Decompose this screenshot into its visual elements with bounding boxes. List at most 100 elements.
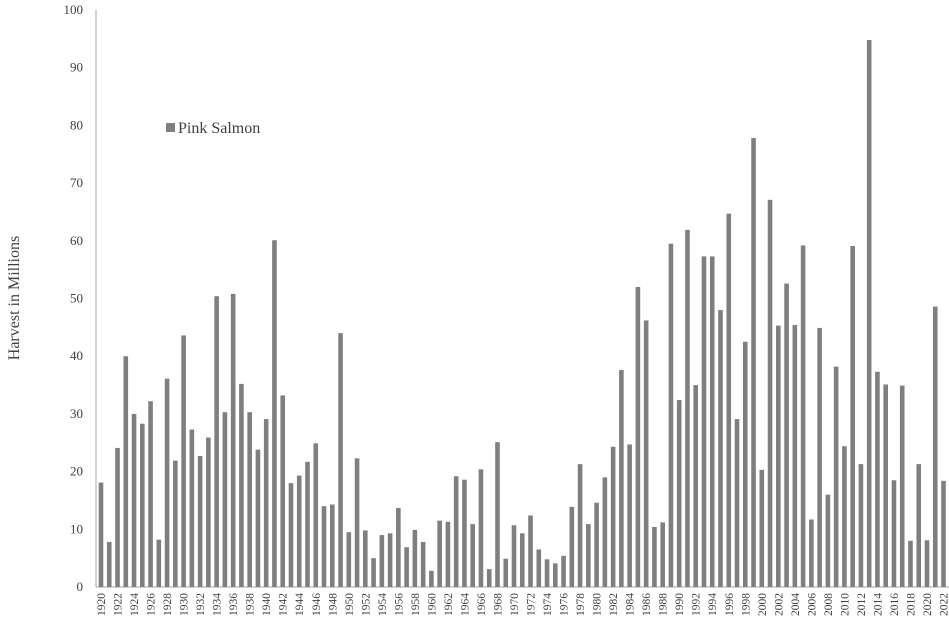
bar-2005 <box>800 245 806 588</box>
bar-1977 <box>569 506 575 587</box>
bar-2002 <box>776 325 781 587</box>
x-tick-label: 1920 <box>96 593 108 616</box>
bar-1946 <box>313 443 319 587</box>
bar-1964 <box>462 479 467 587</box>
bar-1920 <box>98 482 104 587</box>
y-axis-label: Harvest in Millions <box>6 236 23 360</box>
x-tick-label: 1970 <box>509 593 521 616</box>
bar-1980 <box>594 502 599 587</box>
bar-1986 <box>643 320 649 587</box>
x-tick-label: 1928 <box>162 593 174 616</box>
bar-1952 <box>363 530 368 587</box>
x-tick-label: 1992 <box>691 593 703 616</box>
bar-1957 <box>404 547 409 587</box>
bar-1993 <box>701 256 707 587</box>
x-tick-label: 2012 <box>856 593 868 616</box>
bar-1956 <box>396 507 401 587</box>
x-axis: 1920 1922 1924 1926 1928 1930 1932 1934 1936 1938… <box>96 586 949 616</box>
x-tick-label: 1922 <box>113 593 125 616</box>
bar-1996 <box>726 213 732 587</box>
y-tick-label: 70 <box>70 175 83 190</box>
x-tick-label: 1982 <box>608 593 620 616</box>
bar-1940 <box>263 419 269 587</box>
bar-1962 <box>445 521 451 587</box>
bar-1938 <box>247 412 252 587</box>
y-tick-label: 100 <box>64 2 84 17</box>
bar-series <box>98 40 946 588</box>
bar-2014 <box>875 371 880 587</box>
bar-1942 <box>280 395 286 587</box>
x-tick-label: 1924 <box>129 593 141 616</box>
bar-1939 <box>255 449 261 587</box>
x-tick-label: 1996 <box>724 593 736 616</box>
y-tick-label: 10 <box>70 521 83 536</box>
bar-2000 <box>759 469 765 587</box>
bar-1994 <box>709 256 715 587</box>
bar-1992 <box>693 385 699 587</box>
bar-1927 <box>156 539 162 587</box>
x-tick-label: 1942 <box>278 593 290 616</box>
legend: Pink Salmon <box>166 120 260 137</box>
bar-1982 <box>610 446 616 587</box>
bar-1961 <box>437 520 442 587</box>
bar-1970 <box>511 525 517 587</box>
bar-1974 <box>544 559 550 587</box>
x-tick-label: 1972 <box>526 593 538 616</box>
x-tick-label: 1934 <box>212 593 224 616</box>
bar-1941 <box>272 240 277 587</box>
bar-1968 <box>495 442 500 587</box>
y-tick-label: 50 <box>70 291 83 306</box>
bar-1932 <box>197 456 203 587</box>
bar-1966 <box>478 469 484 587</box>
bar-2013 <box>866 40 872 587</box>
legend-label: Pink Salmon <box>178 120 260 137</box>
bar-2006 <box>809 519 814 587</box>
x-tick-label: 1944 <box>294 593 306 616</box>
bar-1973 <box>536 549 542 587</box>
bar-2018 <box>908 540 913 587</box>
bar-2015 <box>883 384 888 587</box>
bar-1995 <box>718 310 723 587</box>
bar-1931 <box>189 429 195 587</box>
bar-2011 <box>850 245 855 588</box>
bar-1937 <box>239 383 244 587</box>
bar-1963 <box>453 476 459 587</box>
x-tick-label: 1986 <box>641 593 653 616</box>
bar-1935 <box>222 412 228 587</box>
x-tick-label: 1940 <box>261 593 273 616</box>
x-tick-label: 2022 <box>939 593 949 616</box>
x-tick-label: 1946 <box>311 593 323 616</box>
bar-2017 <box>899 385 905 587</box>
legend-swatch <box>166 123 175 132</box>
x-tick-label: 1978 <box>575 593 587 616</box>
bar-1929 <box>173 460 178 587</box>
bar-1944 <box>296 475 302 587</box>
bar-1991 <box>685 229 690 587</box>
bar-1981 <box>602 477 608 587</box>
bar-1988 <box>660 522 665 587</box>
bar-1928 <box>164 378 170 587</box>
x-tick-label: 1932 <box>195 593 207 616</box>
y-tick-label: 80 <box>70 117 83 132</box>
bar-1971 <box>519 533 525 587</box>
x-tick-label: 2006 <box>806 593 818 616</box>
bar-1923 <box>123 356 129 587</box>
bar-1958 <box>412 529 418 587</box>
x-tick-label: 1948 <box>327 593 339 616</box>
y-tick-label: 40 <box>70 348 83 363</box>
bar-2004 <box>792 325 798 587</box>
bar-1975 <box>553 563 558 587</box>
bar-1999 <box>751 138 756 587</box>
bar-1965 <box>470 524 475 587</box>
x-tick-label: 1956 <box>393 593 405 616</box>
x-tick-label: 2002 <box>773 593 785 616</box>
y-tick-label: 90 <box>70 60 83 75</box>
bar-1959 <box>420 541 426 587</box>
x-tick-label: 1998 <box>740 593 752 616</box>
bar-2019 <box>916 464 922 587</box>
bar-2020 <box>924 540 930 587</box>
x-tick-label: 1988 <box>658 593 670 616</box>
y-tick-label: 20 <box>70 464 83 479</box>
bar-2016 <box>891 480 897 587</box>
